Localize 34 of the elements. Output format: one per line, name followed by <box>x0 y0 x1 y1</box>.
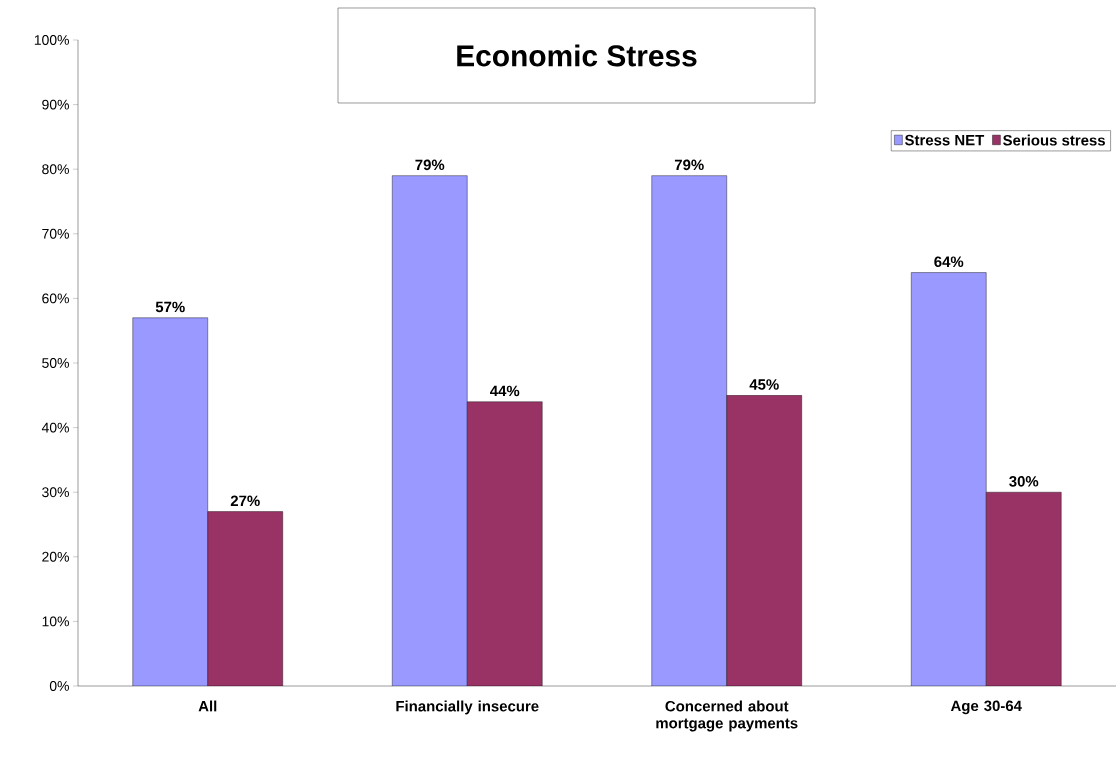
y-tick-label: 50% <box>42 358 69 368</box>
y-tick-label: 90% <box>42 99 69 110</box>
data-label: 79% <box>415 159 445 171</box>
y-tick-label: 0% <box>49 681 69 691</box>
data-label: 45% <box>749 379 779 390</box>
x-tick-label: All <box>198 700 217 712</box>
y-tick-label: 30% <box>42 487 69 498</box>
bar <box>726 395 802 686</box>
data-label: 79% <box>674 159 704 171</box>
legend-label: Serious stress <box>1003 134 1105 146</box>
x-tick-label: Age 30-64 <box>950 700 1022 715</box>
y-tick-label: 80% <box>42 164 69 175</box>
data-label: 44% <box>490 385 520 397</box>
y-tick-label: 70% <box>42 228 69 239</box>
data-label: 57% <box>155 301 185 313</box>
y-tick-label: 60% <box>42 293 69 304</box>
y-tick-label: 20% <box>42 551 69 562</box>
data-label: 30% <box>1009 476 1039 487</box>
bar <box>911 272 987 686</box>
bar <box>986 492 1062 686</box>
bar <box>467 401 543 686</box>
x-tick-label: Financially insecure <box>396 700 539 715</box>
bar <box>132 317 208 686</box>
legend-label: Stress NET <box>904 134 985 146</box>
y-tick-label: 40% <box>41 422 69 433</box>
bar <box>651 175 727 686</box>
x-tick-label: Concerned about mortgage payments <box>656 700 798 732</box>
y-tick-label: 100% <box>34 35 69 45</box>
chart-title: Economic Stress <box>457 44 697 67</box>
bar <box>207 511 283 686</box>
bar <box>392 175 468 686</box>
data-label: 27% <box>230 495 260 507</box>
data-label: 64% <box>934 256 964 268</box>
y-tick-label: 10% <box>42 616 69 627</box>
